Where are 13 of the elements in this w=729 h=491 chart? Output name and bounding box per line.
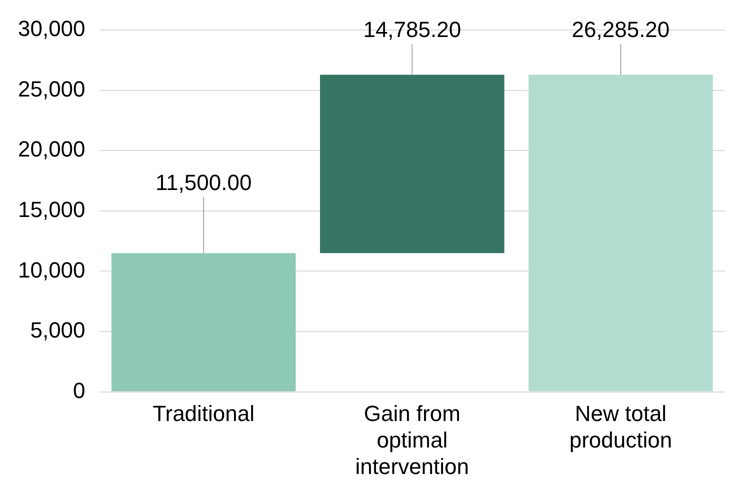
- x-tick-label: Gain from optimal intervention: [355, 401, 470, 479]
- y-tick-label: 30,000: [18, 16, 86, 42]
- data-label: 14,785.20: [363, 17, 462, 42]
- data-label: 11,500.00: [155, 170, 252, 196]
- y-tick-label: 0: [73, 378, 86, 403]
- y-tick-label: 25,000: [18, 76, 86, 102]
- y-tick-label: 5,000: [30, 318, 86, 343]
- y-tick-label: 15,000: [18, 196, 86, 222]
- x-tick-label: Traditional: [152, 401, 255, 426]
- x-tick-label: New total production: [569, 401, 672, 452]
- y-tick-label: 10,000: [18, 257, 86, 282]
- y-tick-label: 20,000: [18, 136, 86, 162]
- data-label: 26,285.20: [572, 17, 670, 42]
